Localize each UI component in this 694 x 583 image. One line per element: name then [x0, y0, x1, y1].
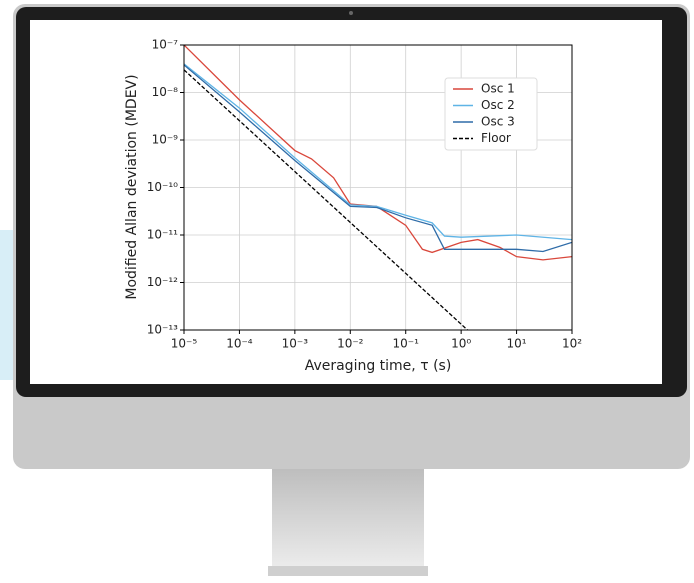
- y-tick-label: 10⁻⁸: [152, 85, 179, 99]
- y-tick-label: 10⁻¹³: [147, 323, 178, 337]
- legend-label: Osc 3: [481, 115, 515, 129]
- x-tick-label: 10⁻⁵: [171, 337, 198, 351]
- legend-label: Osc 2: [481, 98, 515, 112]
- stand-base: [268, 566, 428, 576]
- stand: [272, 468, 424, 568]
- screen-mockup: Averaging time, τ (s) Modified Allan dev…: [0, 0, 694, 579]
- y-tick-label: 10⁻¹⁰: [147, 180, 178, 194]
- y-tick-label: 10⁻¹¹: [147, 228, 178, 242]
- y-axis-label: Modified Allan deviation (MDEV): [124, 74, 140, 299]
- y-tick-label: 10⁻⁹: [152, 133, 179, 147]
- x-tick-label: 10⁻⁴: [226, 337, 253, 351]
- legend-label: Osc 1: [481, 82, 515, 96]
- x-tick-label: 10⁻¹: [393, 337, 420, 351]
- x-axis-label: Averaging time, τ (s): [305, 358, 452, 374]
- x-tick-label: 10¹: [507, 337, 527, 351]
- x-tick-label: 10⁻²: [337, 337, 364, 351]
- y-tick-label: 10⁻¹²: [147, 275, 178, 289]
- page: Averaging time, τ (s) Modified Allan dev…: [0, 0, 694, 579]
- legend-label: Floor: [481, 131, 511, 145]
- x-tick-label: 10²: [562, 337, 582, 351]
- y-tick-label: 10⁻⁷: [152, 38, 179, 52]
- x-tick-label: 10⁰: [451, 337, 471, 351]
- x-tick-label: 10⁻³: [282, 337, 309, 351]
- camera: [349, 11, 353, 15]
